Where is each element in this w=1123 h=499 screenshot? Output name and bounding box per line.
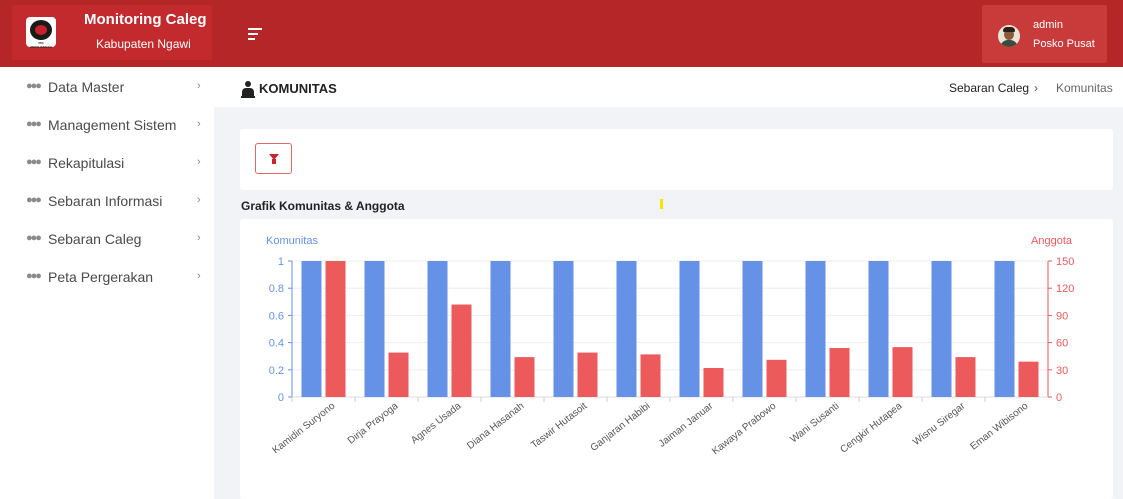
x-tick-label: Diana Hasanah xyxy=(465,401,526,452)
right-tick-label: 30 xyxy=(1056,365,1068,377)
x-tick-label: Taswir Hutasoit xyxy=(529,401,589,452)
app-subtitle: Kabupaten Ngawi xyxy=(96,37,191,51)
right-axis-title: Anggota xyxy=(1031,235,1073,247)
user-role: Posko Pusat xyxy=(1033,38,1095,50)
bar-anggota xyxy=(640,354,661,397)
party-logo: PDI PERJUANGAN xyxy=(26,17,56,49)
cursor-marker xyxy=(660,199,663,209)
app-title: Monitoring Caleg xyxy=(84,11,207,28)
left-axis-title: Komunitas xyxy=(266,235,318,247)
chevron-right-icon: › xyxy=(197,194,201,206)
breadcrumb-komunitas: Komunitas xyxy=(1056,81,1113,95)
bar-anggota xyxy=(388,352,409,397)
users-icon: ●●● xyxy=(26,270,42,282)
chevron-right-icon: › xyxy=(197,80,201,92)
x-tick-label: Ganjaran Habibi xyxy=(589,401,653,454)
bar-komunitas xyxy=(805,261,826,397)
breadcrumb-separator: › xyxy=(1034,81,1038,95)
users-icon: ●●● xyxy=(26,156,42,168)
x-tick-label: Eman Wibisono xyxy=(968,400,1030,452)
sidebar-item-management-sistem[interactable]: ●●● Management Sistem › xyxy=(26,117,201,133)
x-tick-label: Kawaya Prabowo xyxy=(710,400,778,457)
bar-komunitas xyxy=(931,261,952,397)
left-tick-label: 0.6 xyxy=(269,310,284,322)
x-tick-label: Wisnu Siregar xyxy=(911,400,968,448)
x-tick-label: Wani Susanti xyxy=(788,401,841,446)
menu-toggle-icon[interactable] xyxy=(248,28,262,40)
right-tick-label: 150 xyxy=(1056,256,1074,268)
x-tick-label: Dirja Prayoga xyxy=(346,400,401,446)
sidebar: ●●● Data Master › ●●● Management Sistem … xyxy=(0,67,214,499)
x-tick-label: Kamidin Suryono xyxy=(271,400,338,456)
x-tick-label: Jaiman Januar xyxy=(657,400,716,449)
bar-anggota xyxy=(955,357,976,397)
bar-anggota xyxy=(1018,361,1039,397)
sidebar-item-data-master[interactable]: ●●● Data Master › xyxy=(26,79,201,95)
bar-anggota xyxy=(892,347,913,397)
bar-komunitas xyxy=(994,261,1015,397)
right-tick-label: 60 xyxy=(1056,338,1068,350)
left-tick-label: 1 xyxy=(278,256,284,268)
bar-komunitas xyxy=(868,261,889,397)
bar-chart: 0 0.2 0.4 0.6 0.8 1 0 30 60 90 120 150 Komunitas Angg… xyxy=(266,235,1074,457)
bar-komunitas xyxy=(364,261,385,397)
bar-komunitas xyxy=(553,261,574,397)
x-tick-label: Cengkir Hutapea xyxy=(838,400,904,455)
bar-anggota xyxy=(829,348,850,397)
bar-anggota xyxy=(766,359,787,397)
bar-komunitas xyxy=(490,261,511,397)
sidebar-item-rekapitulasi[interactable]: ●●● Rekapitulasi › xyxy=(26,155,201,171)
chevron-right-icon: › xyxy=(197,270,201,282)
right-tick-label: 120 xyxy=(1056,283,1074,295)
breadcrumb-sebaran-caleg[interactable]: Sebaran Caleg xyxy=(949,81,1030,95)
page-title: KOMUNITAS xyxy=(259,81,337,96)
bar-komunitas xyxy=(742,261,763,397)
user-name: admin xyxy=(1033,19,1063,31)
filter-button[interactable] xyxy=(255,143,292,174)
bar-komunitas xyxy=(427,261,448,397)
avatar xyxy=(998,25,1020,47)
chevron-right-icon: › xyxy=(197,118,201,130)
right-tick-label: 90 xyxy=(1056,310,1068,322)
bar-komunitas xyxy=(616,261,637,397)
left-tick-label: 0 xyxy=(278,392,284,404)
right-tick-label: 0 xyxy=(1056,392,1062,404)
content-header xyxy=(214,67,1123,107)
users-icon: ●●● xyxy=(26,118,42,130)
left-tick-label: 0.4 xyxy=(269,338,284,350)
left-tick-label: 0.8 xyxy=(269,283,284,295)
chevron-right-icon: › xyxy=(197,156,201,168)
chevron-right-icon: › xyxy=(197,232,201,244)
bar-komunitas xyxy=(679,261,700,397)
sidebar-item-peta-pergerakan[interactable]: ●●● Peta Pergerakan › xyxy=(26,269,201,285)
user-menu[interactable]: admin Posko Pusat xyxy=(982,5,1107,63)
bar-anggota xyxy=(325,261,346,397)
chart-heading: Grafik Komunitas & Anggota xyxy=(241,199,405,213)
filter-icon xyxy=(269,154,279,160)
bar-anggota xyxy=(451,304,472,397)
brand-block[interactable]: PDI PERJUANGAN Monitoring Caleg Kabupate… xyxy=(12,5,212,60)
users-icon: ●●● xyxy=(26,194,42,206)
users-icon: ●●● xyxy=(26,80,42,92)
sidebar-item-sebaran-caleg[interactable]: ●●● Sebaran Caleg › xyxy=(26,231,201,247)
x-tick-label: Agnes Usada xyxy=(409,400,463,446)
bar-komunitas xyxy=(301,261,322,397)
bar-anggota xyxy=(703,367,724,397)
sidebar-item-sebaran-informasi[interactable]: ●●● Sebaran Informasi › xyxy=(26,193,201,209)
filter-card xyxy=(240,129,1113,190)
left-tick-label: 0.2 xyxy=(269,365,284,377)
bar-anggota xyxy=(514,357,535,397)
users-icon: ●●● xyxy=(26,232,42,244)
bar-anggota xyxy=(577,352,598,397)
user-tie-icon xyxy=(241,81,255,98)
